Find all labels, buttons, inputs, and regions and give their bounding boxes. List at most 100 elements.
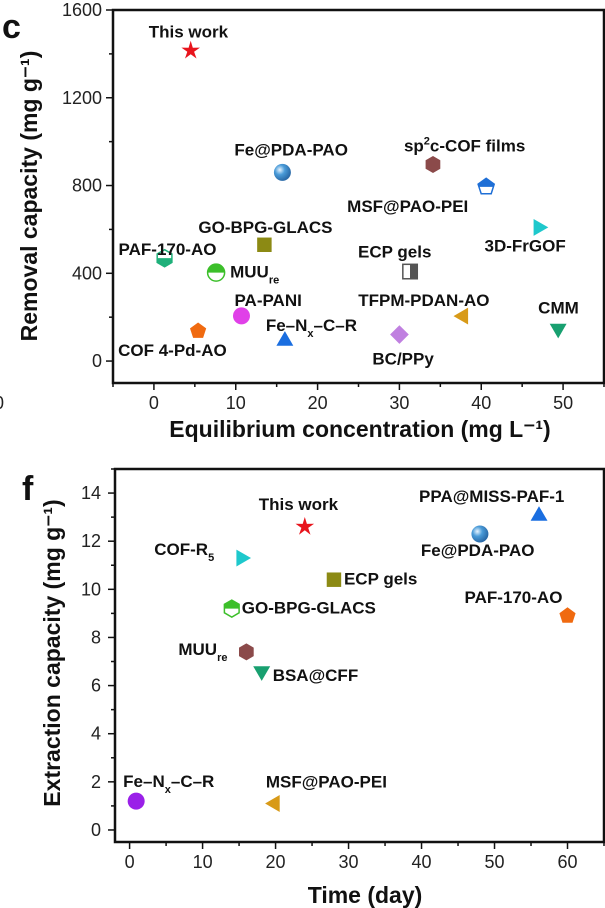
- point-label: Fe@PDA-PAO: [234, 140, 348, 159]
- hexagon-marker-fill: [157, 258, 172, 267]
- point-label: GO-BPG-GLACS: [242, 599, 376, 618]
- square-marker: [326, 572, 342, 587]
- point-label-text: TFPM-PDAN-AO: [358, 291, 489, 310]
- point-label-text: ECP gels: [344, 570, 417, 589]
- x-tick-label: 20: [266, 852, 286, 872]
- x-axis-label: Time (day): [308, 882, 423, 908]
- pentagon-marker-fill: [478, 178, 495, 187]
- point-label: PAF-170-AO: [465, 588, 563, 607]
- sphere-marker: [471, 525, 489, 543]
- data-point: PAF-170-AO: [119, 240, 217, 268]
- data-point: This work: [149, 23, 229, 59]
- point-label: BSA@CFF: [273, 666, 359, 685]
- y-tick-label: 0: [91, 820, 101, 840]
- point-label-text: Fe–N: [123, 772, 165, 791]
- point-label-text: PAF-170-AO: [465, 588, 563, 607]
- data-point: Fe@PDA-PAO: [421, 525, 535, 560]
- y-tick-label: 1200: [62, 88, 102, 108]
- data-point: MUUre: [206, 263, 279, 287]
- y-tick-label: 0: [92, 351, 102, 371]
- triangle-right-marker: [236, 549, 251, 567]
- point-label: COF-R5: [154, 540, 214, 564]
- hexagon-marker: [425, 156, 441, 173]
- point-label-subscript: x: [165, 784, 172, 796]
- y-tick-label: 800: [72, 176, 102, 196]
- point-label: TFPM-PDAN-AO: [358, 291, 489, 310]
- data-point: COF-R5: [154, 540, 251, 567]
- circle-marker-fill: [207, 264, 225, 273]
- point-label-text: PAF-170-AO: [119, 240, 217, 259]
- point-label: PAF-170-AO: [119, 240, 217, 259]
- data-point: ECP gels: [326, 570, 417, 589]
- point-label: 3D-FrGOF: [485, 236, 566, 255]
- sphere-marker: [273, 163, 291, 181]
- y-tick-label: 10: [81, 579, 101, 599]
- data-point: BC/PPy: [372, 325, 434, 369]
- data-point: COF 4-Pd-AO: [118, 322, 227, 360]
- x-tick-label: 50: [485, 852, 505, 872]
- point-label-text-after: c-COF films: [430, 136, 525, 155]
- y-tick-label: 4: [91, 724, 101, 744]
- point-label-text: PA-PANI: [234, 291, 301, 310]
- triangle-down-marker: [253, 666, 271, 681]
- x-tick-label: 60: [557, 852, 577, 872]
- data-point: sp2c-COF films: [404, 135, 525, 173]
- diamond-marker: [390, 325, 409, 344]
- point-label: ECP gels: [344, 570, 417, 589]
- point-label-text: 3D-FrGOF: [485, 236, 566, 255]
- plot-frame: [113, 467, 605, 844]
- point-label: MUUre: [230, 263, 279, 287]
- point-label-text: This work: [259, 495, 339, 514]
- point-label: MSF@PAO-PEI: [347, 197, 468, 216]
- panel-label: c: [2, 8, 21, 46]
- y-axis-label: Removal capacity (mg g⁻¹): [16, 51, 42, 342]
- data-point: CMM: [538, 299, 579, 339]
- hexagon-marker: [239, 643, 254, 661]
- point-label: COF 4-Pd-AO: [118, 341, 227, 360]
- point-label: Fe@PDA-PAO: [421, 541, 535, 560]
- point-label: This work: [259, 495, 339, 514]
- point-label-text: COF 4-Pd-AO: [118, 341, 227, 360]
- fragment-tick-label: 0: [0, 393, 4, 413]
- data-point: 3D-FrGOF: [485, 219, 566, 255]
- circle-marker: [232, 307, 250, 325]
- data-point: TFPM-PDAN-AO: [358, 291, 490, 325]
- point-label: Fe–Nx–C–R: [266, 316, 357, 340]
- point-label: PPA@MISS-PAF-1: [419, 487, 564, 506]
- data-point: MSF@PAO-PEI: [265, 772, 387, 812]
- point-label: ECP gels: [358, 243, 431, 262]
- triangle-up-marker: [276, 331, 294, 346]
- triangle-up-marker: [530, 506, 548, 521]
- point-label: MUUre: [178, 640, 227, 664]
- y-tick-label: 14: [81, 483, 101, 503]
- point-label: sp2c-COF films: [404, 135, 525, 155]
- square-marker-fill: [410, 264, 418, 279]
- pentagon-marker: [190, 322, 207, 338]
- point-label-text: CMM: [538, 299, 579, 318]
- data-point: PPA@MISS-PAF-1: [419, 487, 564, 521]
- x-axis-label: Equilibrium concentration (mg L⁻¹): [169, 416, 550, 442]
- point-label-text: This work: [149, 23, 229, 42]
- data-point: PA-PANI: [232, 291, 302, 325]
- point-label: CMM: [538, 299, 579, 318]
- x-tick-label: 30: [339, 852, 359, 872]
- point-label-subscript: x: [307, 328, 314, 340]
- point-label: MSF@PAO-PEI: [266, 772, 387, 791]
- point-label-text: PPA@MISS-PAF-1: [419, 487, 564, 506]
- chart-f-extraction-capacity: 0 10 20 30 40 50 60 0 2 4 6 8 10 12 14 f Time (day) Extra…: [22, 467, 605, 908]
- x-tick-label: 0: [149, 393, 159, 413]
- triangle-down-marker: [549, 323, 567, 339]
- data-point: BSA@CFF: [253, 666, 358, 685]
- square-marker: [257, 237, 272, 252]
- x-tick-label: 30: [389, 393, 409, 413]
- y-tick-label: 6: [91, 676, 101, 696]
- point-label-text: GO-BPG-GLACS: [242, 599, 376, 618]
- point-label-text: sp: [404, 136, 424, 155]
- point-label-text: MSF@PAO-PEI: [347, 197, 468, 216]
- data-point: MSF@PAO-PEI: [347, 177, 496, 216]
- x-tick-label: 40: [412, 852, 432, 872]
- panel-label: f: [22, 470, 34, 508]
- point-label-text: BC/PPy: [372, 350, 434, 369]
